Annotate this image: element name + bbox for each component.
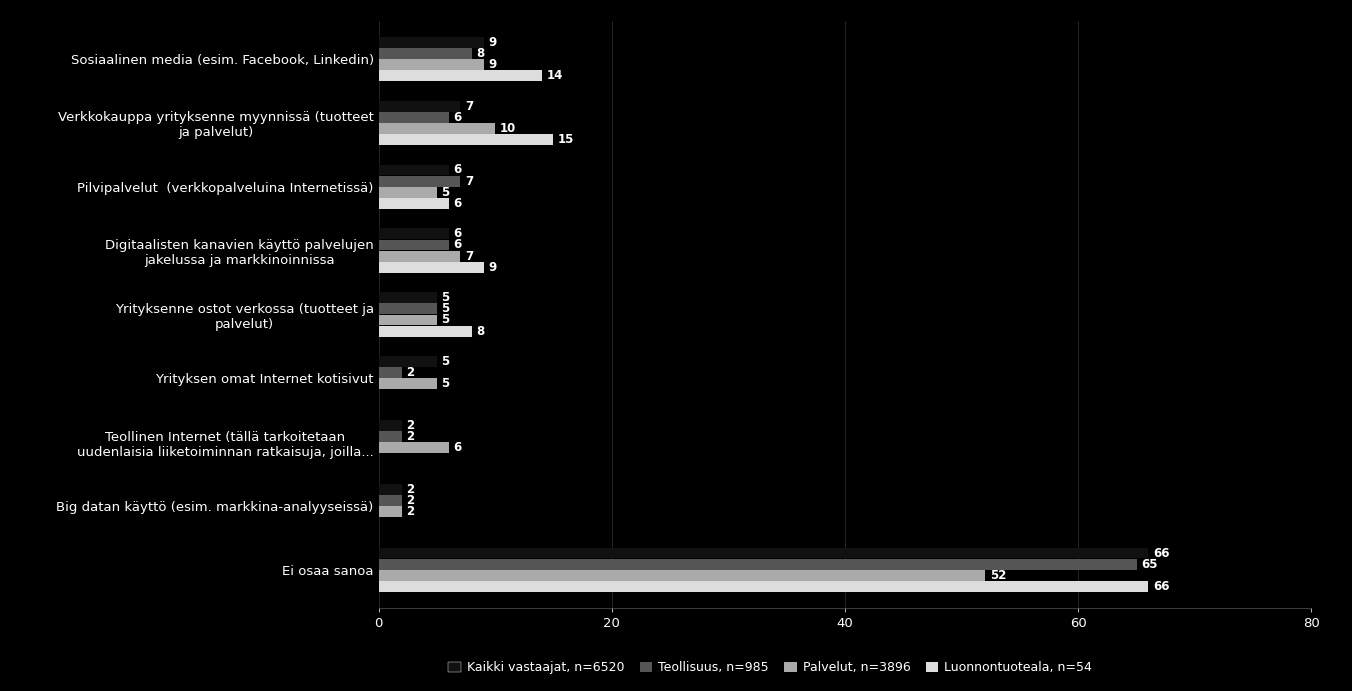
Text: 9: 9 bbox=[488, 36, 496, 49]
Text: 7: 7 bbox=[465, 175, 473, 188]
Bar bbox=[379, 547, 1148, 558]
Text: 6: 6 bbox=[453, 164, 461, 176]
Text: 7: 7 bbox=[465, 249, 473, 263]
Bar bbox=[379, 251, 460, 262]
Text: 10: 10 bbox=[500, 122, 516, 135]
Text: 66: 66 bbox=[1153, 580, 1169, 593]
Bar bbox=[379, 134, 553, 145]
Text: 5: 5 bbox=[442, 186, 450, 199]
Bar bbox=[379, 325, 472, 337]
Bar bbox=[379, 240, 449, 250]
Text: 5: 5 bbox=[442, 291, 450, 304]
Text: 2: 2 bbox=[407, 430, 415, 443]
Bar bbox=[379, 314, 437, 325]
Bar bbox=[379, 229, 449, 239]
Text: 8: 8 bbox=[476, 47, 485, 60]
Text: 52: 52 bbox=[990, 569, 1006, 582]
Bar bbox=[379, 420, 402, 430]
Text: 2: 2 bbox=[407, 505, 415, 518]
Bar bbox=[379, 112, 449, 123]
Text: 5: 5 bbox=[442, 377, 450, 390]
Bar bbox=[379, 198, 449, 209]
Bar bbox=[379, 442, 449, 453]
Text: 6: 6 bbox=[453, 441, 461, 454]
Text: 9: 9 bbox=[488, 261, 496, 274]
Bar bbox=[379, 581, 1148, 592]
Text: 6: 6 bbox=[453, 111, 461, 124]
Legend: Kaikki vastaajat, n=6520, Teollisuus, n=985, Palvelut, n=3896, Luonnontuoteala, : Kaikki vastaajat, n=6520, Teollisuus, n=… bbox=[445, 658, 1096, 678]
Bar bbox=[379, 303, 437, 314]
Bar bbox=[379, 176, 460, 187]
Text: 5: 5 bbox=[442, 314, 450, 326]
Text: 14: 14 bbox=[546, 69, 562, 82]
Bar bbox=[379, 506, 402, 517]
Text: 2: 2 bbox=[407, 419, 415, 432]
Text: 15: 15 bbox=[558, 133, 575, 146]
Text: 8: 8 bbox=[476, 325, 485, 338]
Text: 6: 6 bbox=[453, 238, 461, 252]
Bar bbox=[379, 187, 437, 198]
Bar bbox=[379, 379, 437, 389]
Bar bbox=[379, 570, 984, 581]
Bar bbox=[379, 356, 437, 367]
Text: 5: 5 bbox=[442, 303, 450, 315]
Bar bbox=[379, 292, 437, 303]
Text: 6: 6 bbox=[453, 227, 461, 240]
Text: 6: 6 bbox=[453, 197, 461, 210]
Bar bbox=[379, 164, 449, 176]
Text: 66: 66 bbox=[1153, 547, 1169, 560]
Text: 2: 2 bbox=[407, 494, 415, 507]
Bar bbox=[379, 101, 460, 111]
Bar bbox=[379, 431, 402, 442]
Bar bbox=[379, 37, 484, 48]
Text: 2: 2 bbox=[407, 483, 415, 495]
Bar bbox=[379, 70, 542, 82]
Text: 9: 9 bbox=[488, 58, 496, 71]
Bar bbox=[379, 484, 402, 495]
Bar bbox=[379, 559, 1137, 569]
Text: 65: 65 bbox=[1141, 558, 1157, 571]
Bar bbox=[379, 262, 484, 273]
Bar bbox=[379, 367, 402, 378]
Bar bbox=[379, 123, 495, 134]
Bar bbox=[379, 495, 402, 506]
Bar bbox=[379, 59, 484, 70]
Text: 5: 5 bbox=[442, 355, 450, 368]
Text: 2: 2 bbox=[407, 366, 415, 379]
Text: 7: 7 bbox=[465, 100, 473, 113]
Bar bbox=[379, 48, 472, 59]
